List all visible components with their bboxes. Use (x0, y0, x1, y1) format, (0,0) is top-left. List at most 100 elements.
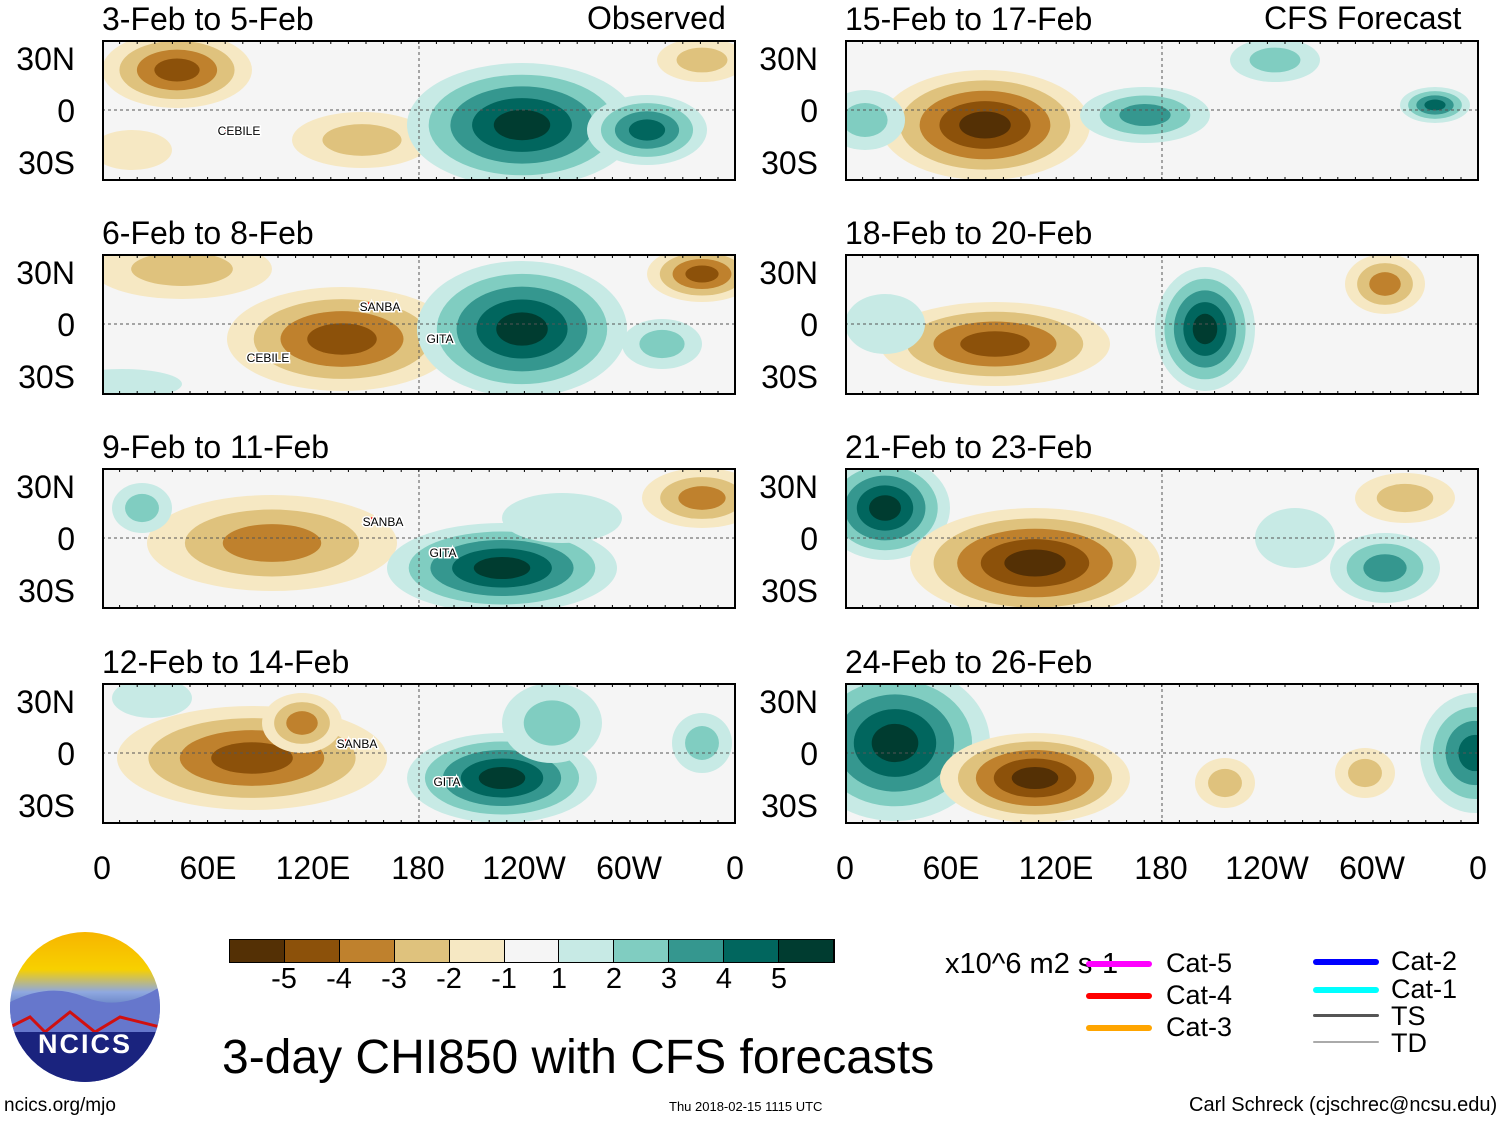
anomaly-contour (473, 556, 531, 580)
colorbar-label: 5 (770, 963, 788, 995)
legend-line (1313, 959, 1379, 965)
anomaly-contour (1004, 549, 1066, 577)
storm-marker (343, 739, 351, 747)
x-tick-label: 60E (179, 850, 237, 886)
legend-line (1313, 1041, 1379, 1043)
y-tick-label: 30S (18, 788, 75, 824)
x-tick-label: 120W (1225, 850, 1309, 886)
storm-label: GITA (426, 332, 453, 346)
legend-label: Cat-3 (1166, 1012, 1233, 1042)
anomaly-contour (1249, 47, 1301, 73)
storm-marker (254, 353, 262, 361)
colorbar-swatch (504, 940, 560, 962)
anomaly-contour (1119, 103, 1171, 127)
colorbar-swatch (284, 940, 340, 962)
y-tick-label: 30N (759, 684, 818, 720)
anomaly-contour (869, 495, 901, 521)
y-tick-label: 30N (16, 255, 75, 291)
anomaly-contour (1363, 554, 1407, 582)
y-tick-label: 30N (759, 469, 818, 505)
storm-marker (429, 548, 437, 556)
author-credit: Carl Schreck (cjschrec@ncsu.edu) (1189, 1094, 1498, 1116)
colorbar-swatch (449, 940, 505, 962)
storm-label: GITA (433, 775, 460, 789)
timestamp: Thu 2018-02-15 1115 UTC (669, 1099, 823, 1114)
y-tick-label: 30N (16, 469, 75, 505)
url-text: ncics.org/mjo (4, 1095, 116, 1116)
colorbar-label: 3 (660, 963, 678, 995)
y-tick-label: 30S (18, 145, 75, 181)
anomaly-contour (628, 119, 666, 141)
anomaly-contour (286, 711, 318, 735)
storm-label: CEBILE (247, 351, 290, 365)
panel-title: 9-Feb to 11-Feb (102, 429, 330, 465)
colorbar-swatch (614, 940, 670, 962)
map-panel (845, 254, 1479, 395)
legend-label: Cat-1 (1391, 974, 1458, 1004)
ncics-logo: NCICS (10, 932, 160, 1082)
anomaly-contour (496, 312, 548, 346)
anomaly-contour (1208, 768, 1242, 798)
y-tick-label: 0 (800, 93, 818, 129)
storm-marker (433, 777, 441, 785)
anomaly-contour (131, 254, 233, 286)
y-tick-label: 0 (800, 521, 818, 557)
y-tick-label: 0 (57, 736, 75, 772)
anomaly-contour (1011, 766, 1059, 790)
y-tick-label: 0 (57, 307, 75, 343)
x-tick-label: 60W (1339, 850, 1405, 886)
anomaly-contour (1348, 758, 1382, 788)
anomaly-contour (960, 331, 1030, 357)
anomaly-contour (678, 486, 726, 510)
y-tick-label: 30N (759, 255, 818, 291)
y-tick-label: 0 (800, 307, 818, 343)
x-tick-label: 60E (922, 850, 980, 886)
map-panel: CEBILE (102, 40, 736, 181)
storm-label: CEBILE (218, 124, 261, 138)
forecast-header: CFS Forecast (1264, 0, 1462, 36)
x-tick-label: 0 (726, 850, 744, 886)
colorbar-swatch (779, 940, 834, 962)
colorbar-label: -3 (381, 963, 407, 995)
anomaly-contour (322, 124, 402, 156)
colorbar-label: -2 (436, 963, 462, 995)
legend-line (1313, 1014, 1379, 1017)
colorbar-swatch (559, 940, 615, 962)
legend-line (1086, 993, 1152, 999)
legend-line (1086, 961, 1152, 967)
x-tick-label: 0 (836, 850, 854, 886)
legend-label: TS (1391, 1001, 1426, 1031)
colorbar-swatch (339, 940, 395, 962)
storm-marker (426, 334, 434, 342)
anomaly-contour (1458, 734, 1479, 772)
figure-title: 3-day CHI850 with CFS forecasts (222, 1031, 935, 1084)
anomaly-contour (102, 369, 182, 395)
anomaly-contour (1369, 272, 1401, 296)
anomaly-contour (222, 524, 322, 562)
anomaly-contour (685, 265, 719, 283)
map-panel: SANBA GITA (102, 683, 736, 824)
anomaly-contour (845, 103, 888, 137)
anomaly-contour (154, 58, 200, 82)
anomaly-contour (845, 294, 925, 354)
colorbar (229, 939, 835, 963)
colorbar-label: 4 (715, 963, 733, 995)
y-tick-label: 0 (57, 521, 75, 557)
anomaly-contour (676, 47, 728, 73)
anomaly-contour (1376, 483, 1434, 513)
panel-title: 24-Feb to 26-Feb (845, 644, 1093, 680)
colorbar-label: -5 (271, 963, 297, 995)
colorbar-label: -4 (326, 963, 352, 995)
anomaly-contour (307, 323, 377, 355)
y-tick-label: 0 (57, 93, 75, 129)
storm-label: SANBA (360, 300, 401, 314)
y-tick-label: 30N (16, 684, 75, 720)
x-tick-label: 120E (275, 850, 351, 886)
legend-label: TD (1391, 1028, 1427, 1058)
y-tick-label: 30S (18, 573, 75, 609)
anomaly-contour (685, 726, 719, 760)
anomaly-contour (478, 766, 526, 790)
storm-label: SANBA (337, 737, 378, 751)
anomaly-contour (211, 742, 293, 774)
